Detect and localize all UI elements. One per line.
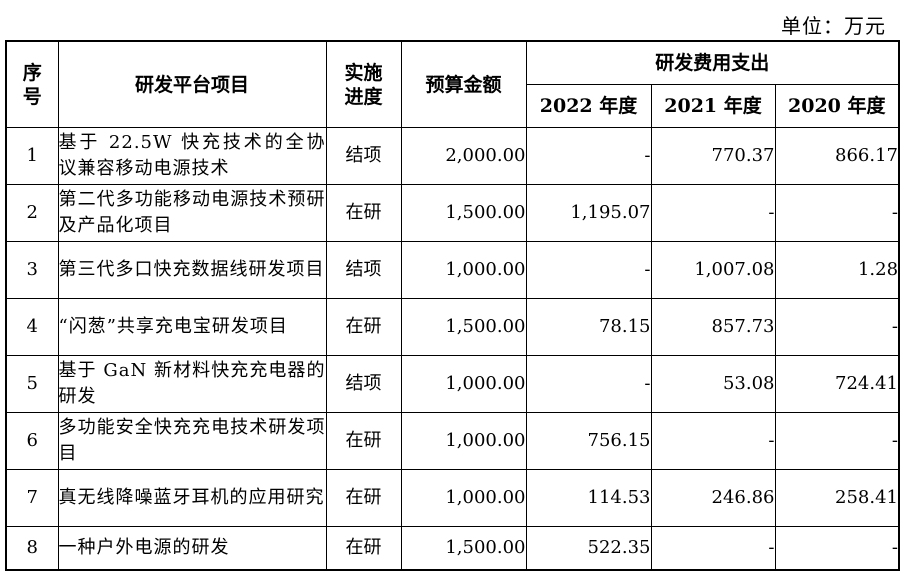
row-expense-2022: 78.15: [525, 298, 652, 356]
header-row: 序号 研发平台项目 实施进度 预算金额 研发费用支出: [5, 40, 900, 128]
row-expense-2020: -: [774, 184, 900, 242]
header-status: 实施进度: [325, 40, 402, 128]
row-expense-2022: 756.15: [525, 412, 652, 470]
row-expense-2021: 770.37: [650, 127, 776, 185]
header-expense-group: 研发费用支出: [525, 40, 900, 85]
header-seq: 序号: [5, 40, 59, 128]
table-row: 3 第三代多口快充数据线研发项目 结项 1,000.00 - 1,007.08 …: [5, 241, 900, 299]
row-expense-2022: 522.35: [525, 526, 652, 571]
row-expense-2020: 866.17: [774, 127, 900, 185]
row-expense-2020: 724.41: [774, 355, 900, 413]
row-seq: 4: [5, 298, 59, 356]
row-budget: 1,500.00: [400, 184, 527, 242]
unit-label: 单位：万元: [781, 14, 886, 38]
row-status: 结项: [325, 355, 402, 413]
row-budget: 1,500.00: [400, 298, 527, 356]
row-status: 在研: [325, 526, 402, 571]
row-expense-2021: 857.73: [650, 298, 776, 356]
rd-projects-table: 序号 研发平台项目 实施进度 预算金额 研发费用支出 2022 年度 2021 …: [5, 40, 901, 571]
table-row: 1 基于 22.5W 快充技术的全协议兼容移动电源技术 结项 2,000.00 …: [5, 127, 900, 185]
row-seq: 7: [5, 469, 59, 527]
table-row: 5 基于 GaN 新材料快充充电器的研发 结项 1,000.00 - 53.08…: [5, 355, 900, 413]
row-expense-2020: -: [774, 298, 900, 356]
row-budget: 1,000.00: [400, 412, 527, 470]
row-project-name: 基于 GaN 新材料快充充电器的研发: [57, 355, 327, 413]
row-project-name: 多功能安全快充充电技术研发项目: [57, 412, 327, 470]
row-status: 在研: [325, 298, 402, 356]
row-project-name: 一种户外电源的研发: [57, 526, 327, 571]
row-budget: 2,000.00: [400, 127, 527, 185]
row-expense-2020: -: [774, 412, 900, 470]
row-expense-2021: -: [650, 412, 776, 470]
table-row: 7 真无线降噪蓝牙耳机的应用研究 在研 1,000.00 114.53 246.…: [5, 469, 900, 527]
header-year-2022: 2022 年度: [525, 84, 652, 128]
row-expense-2022: -: [525, 241, 652, 299]
row-expense-2022: -: [525, 355, 652, 413]
row-expense-2022: 1,195.07: [525, 184, 652, 242]
table-row: 2 第二代多功能移动电源技术预研及产品化项目 在研 1,500.00 1,195…: [5, 184, 900, 242]
row-seq: 6: [5, 412, 59, 470]
row-seq: 5: [5, 355, 59, 413]
row-budget: 1,000.00: [400, 241, 527, 299]
row-status: 结项: [325, 241, 402, 299]
row-expense-2022: -: [525, 127, 652, 185]
row-project-name: 第三代多口快充数据线研发项目: [57, 241, 327, 299]
row-expense-2021: 246.86: [650, 469, 776, 527]
row-expense-2021: -: [650, 184, 776, 242]
row-expense-2021: 53.08: [650, 355, 776, 413]
row-status: 在研: [325, 412, 402, 470]
row-status: 在研: [325, 469, 402, 527]
table-row: 8 一种户外电源的研发 在研 1,500.00 522.35 - -: [5, 526, 900, 571]
row-seq: 3: [5, 241, 59, 299]
row-seq: 8: [5, 526, 59, 571]
header-budget: 预算金额: [400, 40, 527, 128]
table-row: 4 “闪葱”共享充电宝研发项目 在研 1,500.00 78.15 857.73…: [5, 298, 900, 356]
row-expense-2020: 258.41: [774, 469, 900, 527]
row-seq: 2: [5, 184, 59, 242]
row-expense-2021: -: [650, 526, 776, 571]
row-expense-2020: 1.28: [774, 241, 900, 299]
row-budget: 1,000.00: [400, 469, 527, 527]
row-status: 在研: [325, 184, 402, 242]
row-budget: 1,500.00: [400, 526, 527, 571]
row-seq: 1: [5, 127, 59, 185]
row-project-name: 基于 22.5W 快充技术的全协议兼容移动电源技术: [57, 127, 327, 185]
row-project-name: “闪葱”共享充电宝研发项目: [57, 298, 327, 356]
header-years-row: 2022 年度 2021 年度 2020 年度: [6, 84, 900, 128]
row-project-name: 真无线降噪蓝牙耳机的应用研究: [57, 469, 327, 527]
table-row: 6 多功能安全快充充电技术研发项目 在研 1,000.00 756.15 - -: [5, 412, 900, 470]
header-platform: 研发平台项目: [57, 40, 327, 128]
row-project-name: 第二代多功能移动电源技术预研及产品化项目: [57, 184, 327, 242]
header-year-2020: 2020 年度: [774, 84, 900, 128]
row-expense-2020: -: [774, 526, 900, 571]
row-expense-2021: 1,007.08: [650, 241, 776, 299]
row-expense-2022: 114.53: [525, 469, 652, 527]
row-status: 结项: [325, 127, 402, 185]
header-year-2021: 2021 年度: [650, 84, 776, 128]
row-budget: 1,000.00: [400, 355, 527, 413]
